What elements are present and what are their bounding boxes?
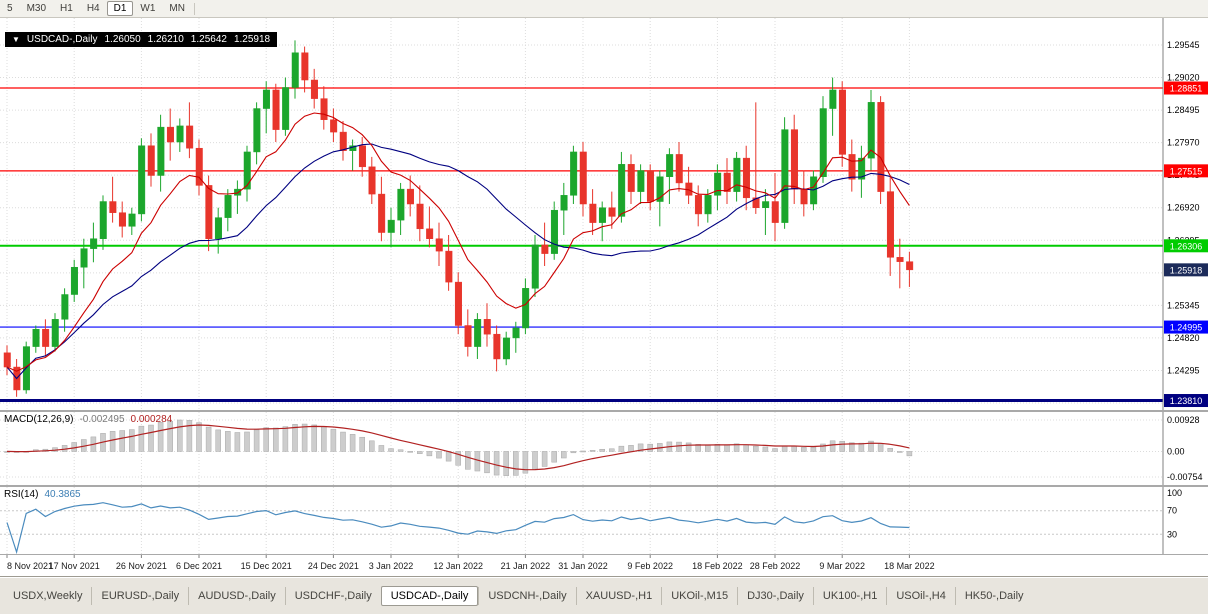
rsi-label: RSI(14) 40.3865 <box>4 489 81 500</box>
timeframe-button-mn[interactable]: MN <box>169 3 185 14</box>
timeframe-button-h4[interactable]: H4 <box>86 3 100 14</box>
rsi-indicator-panel[interactable]: 100 70 30 RSI(14) 40.3865 <box>0 487 1208 555</box>
chart-tab-uk100[interactable]: UK100-,H1 <box>812 587 886 605</box>
svg-text:1.25918: 1.25918 <box>1170 265 1203 275</box>
svg-text:6 Dec 2021: 6 Dec 2021 <box>176 561 222 571</box>
macd-chart[interactable]: 0.00928 0.00 -0.00754 <box>0 412 1208 485</box>
timeframe-button-h1[interactable]: H1 <box>60 3 73 14</box>
macd-label: MACD(12,26,9) -0.002495 0.000284 <box>4 414 172 425</box>
chart-tab-usdchf[interactable]: USDCHF-,Daily <box>284 587 381 605</box>
svg-text:28 Feb 2022: 28 Feb 2022 <box>750 561 801 571</box>
macd-signal-value: 0.000284 <box>130 414 173 425</box>
chart-tab-bar: USDX,Weekly EURUSD-,Daily AUDUSD-,Daily … <box>0 577 1208 614</box>
candlestick-chart[interactable]: 1.295451.290201.284951.279701.274451.269… <box>0 18 1208 410</box>
price-tag: 1.25918 <box>1164 263 1208 277</box>
svg-text:1.26306: 1.26306 <box>1170 241 1203 251</box>
chart-tab-usdcad[interactable]: USDCAD-,Daily <box>380 586 479 606</box>
symbol-dropdown-icon[interactable]: ▼ <box>12 35 20 44</box>
svg-text:1.29545: 1.29545 <box>1167 40 1200 50</box>
macd-histogram <box>4 419 913 476</box>
chart-tab-ukoil[interactable]: UKOil-,M15 <box>661 587 737 605</box>
svg-text:1.23810: 1.23810 <box>1170 396 1203 406</box>
macd-main-value: -0.002495 <box>79 414 125 425</box>
rsi-value: 40.3865 <box>44 489 81 500</box>
svg-text:9 Mar 2022: 9 Mar 2022 <box>819 561 865 571</box>
timeframe-button-d1[interactable]: D1 <box>106 1 134 16</box>
price-tag: 1.28851 <box>1164 81 1208 95</box>
svg-text:70: 70 <box>1167 506 1177 516</box>
svg-text:1.24295: 1.24295 <box>1167 365 1200 375</box>
chart-tab-usdx[interactable]: USDX,Weekly <box>13 590 83 602</box>
svg-text:1.24820: 1.24820 <box>1167 333 1200 343</box>
svg-text:9 Feb 2022: 9 Feb 2022 <box>627 561 673 571</box>
svg-text:17 Nov 2021: 17 Nov 2021 <box>49 561 100 571</box>
svg-text:0.00: 0.00 <box>1167 446 1185 456</box>
macd-name: MACD(12,26,9) <box>4 414 74 425</box>
timeframe-button-m30[interactable]: M30 <box>26 3 47 14</box>
svg-text:21 Jan 2022: 21 Jan 2022 <box>501 561 551 571</box>
svg-text:12 Jan 2022: 12 Jan 2022 <box>433 561 483 571</box>
chart-tab-hk50[interactable]: HK50-,Daily <box>954 587 1033 605</box>
ohlc-close-value: 1.25918 <box>233 34 271 45</box>
ohlc-high-value: 1.26210 <box>147 34 184 45</box>
svg-text:1.28851: 1.28851 <box>1170 84 1203 94</box>
chart-title-box: ▼ USDCAD-,Daily 1.26050 1.26210 1.25642 … <box>5 32 278 47</box>
chart-symbol-label: USDCAD-,Daily <box>26 34 98 45</box>
timeframe-button-w1[interactable]: W1 <box>140 3 156 14</box>
svg-text:26 Nov 2021: 26 Nov 2021 <box>116 561 167 571</box>
macd-gridlines: 0.00928 0.00 -0.00754 <box>0 415 1203 482</box>
rsi-gridlines: 100 70 30 <box>0 488 1182 539</box>
chart-tab-xauusd[interactable]: XAUUSD-,H1 <box>575 587 662 605</box>
rsi-chart[interactable]: 100 70 30 <box>0 487 1208 554</box>
svg-text:8 Nov 2021: 8 Nov 2021 <box>7 561 53 571</box>
timeframe-button-m5[interactable]: 5 <box>7 3 13 14</box>
ohlc-low-value: 1.25642 <box>190 34 227 45</box>
svg-text:30: 30 <box>1167 529 1177 539</box>
macd-indicator-panel[interactable]: 0.00928 0.00 -0.00754 MACD(12,26,9) -0.0024… <box>0 412 1208 487</box>
svg-text:1.27515: 1.27515 <box>1170 166 1203 176</box>
chart-tab-usoil[interactable]: USOil-,H4 <box>886 587 955 605</box>
svg-text:-0.00754: -0.00754 <box>1167 472 1203 482</box>
horizontal-level-lines[interactable] <box>0 87 1163 403</box>
svg-text:1.25345: 1.25345 <box>1167 300 1200 310</box>
vertical-gridlines <box>6 487 910 554</box>
rsi-name: RSI(14) <box>4 489 39 500</box>
price-tag: 1.27515 <box>1164 164 1208 178</box>
chart-tab-eurusd[interactable]: EURUSD-,Daily <box>91 587 188 605</box>
price-tag: 1.24995 <box>1164 320 1208 334</box>
timeframe-toolbar: 5 M30 H1 H4 D1 W1 MN <box>0 0 1208 18</box>
chart-tab-dj30[interactable]: DJ30-,Daily <box>737 587 813 605</box>
price-tag: 1.23810 <box>1164 394 1208 408</box>
chart-tab-usdcnh[interactable]: USDCNH-,Daily <box>478 587 575 605</box>
svg-text:1.26920: 1.26920 <box>1167 203 1200 213</box>
svg-text:100: 100 <box>1167 488 1182 498</box>
toolbar-separator <box>193 2 195 15</box>
price-tag: 1.26306 <box>1164 239 1208 253</box>
moving-averages <box>6 112 910 380</box>
svg-text:18 Feb 2022: 18 Feb 2022 <box>692 561 743 571</box>
svg-text:18 Mar 2022: 18 Mar 2022 <box>884 561 935 571</box>
chart-tab-audusd[interactable]: AUDUSD-,Daily <box>188 587 285 605</box>
svg-text:1.24995: 1.24995 <box>1170 323 1203 333</box>
svg-text:0.00928: 0.00928 <box>1167 415 1200 425</box>
price-chart-panel[interactable]: 1.295451.290201.284951.279701.274451.269… <box>0 18 1208 412</box>
candles <box>3 40 914 397</box>
svg-text:1.29020: 1.29020 <box>1167 73 1200 83</box>
svg-text:24 Dec 2021: 24 Dec 2021 <box>308 561 359 571</box>
ohlc-open-value: 1.26050 <box>104 34 141 45</box>
svg-text:15 Dec 2021: 15 Dec 2021 <box>241 561 292 571</box>
svg-text:1.28495: 1.28495 <box>1167 105 1200 115</box>
svg-text:1.27970: 1.27970 <box>1167 138 1200 148</box>
svg-text:3 Jan 2022: 3 Jan 2022 <box>369 561 414 571</box>
price-gridlines: 1.295451.290201.284951.279701.274451.269… <box>0 40 1200 408</box>
svg-text:31 Jan 2022: 31 Jan 2022 <box>558 561 608 571</box>
time-axis[interactable]: 8 Nov 2021 17 Nov 2021 26 Nov 2021 6 Dec 20… <box>0 555 1208 577</box>
